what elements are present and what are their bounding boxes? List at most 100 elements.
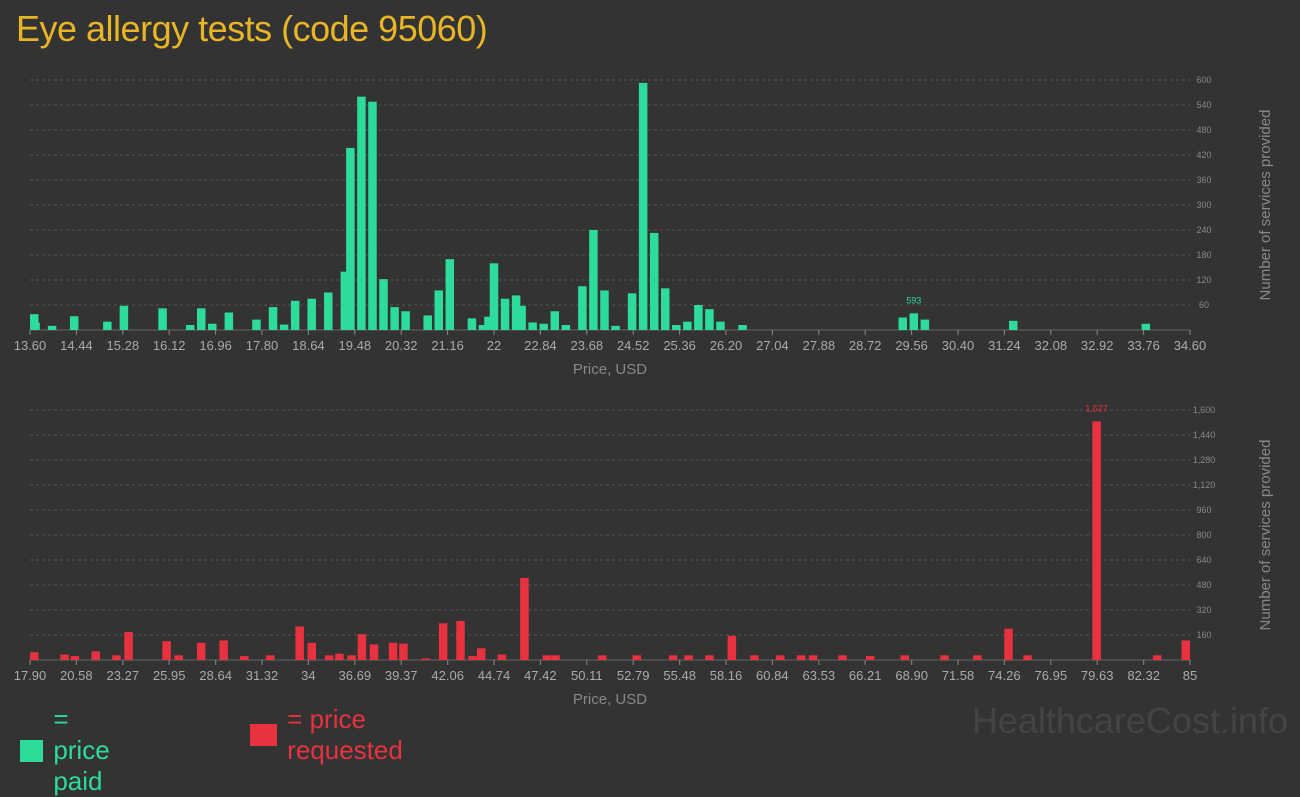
paid-bar: [185, 325, 195, 330]
req-x-tick-label: 36.69: [339, 668, 372, 683]
req-bar: [705, 655, 714, 660]
req-bar: [91, 651, 100, 660]
paid-bar: [324, 292, 333, 330]
req-x-tick-label: 66.21: [849, 668, 882, 683]
paid-bar: [268, 307, 278, 330]
paid-bar: [434, 290, 444, 330]
paid-bar: [307, 298, 316, 330]
req-bar: [1023, 655, 1032, 660]
req-bar: [30, 652, 39, 660]
req-x-tick-label: 60.84: [756, 668, 789, 683]
req-bar: [335, 653, 344, 660]
paid-x-tick-label: 29.56: [895, 338, 928, 353]
req-x-tick-label: 55.48: [663, 668, 696, 683]
paid-bar: [103, 321, 112, 330]
req-bar: [796, 655, 806, 660]
req-x-tick-label: 68.90: [895, 668, 928, 683]
paid-x-tick-label: 34.60: [1174, 338, 1207, 353]
paid-x-tick-label: 22.84: [524, 338, 557, 353]
paid-bar: [484, 316, 493, 330]
req-bar: [838, 655, 847, 660]
paid-y-tick-label: 240: [1196, 225, 1211, 235]
paid-x-tick-label: 31.24: [988, 338, 1021, 353]
req-y-tick-label: 960: [1196, 505, 1211, 515]
paid-bar: [467, 318, 477, 330]
req-bar: [124, 631, 133, 660]
paid-y-ticks: 60 120 180 240 300 360 420 480 540 600: [1196, 75, 1211, 310]
req-y-axis-title: Number of services provided: [1257, 440, 1274, 631]
paid-bar: [290, 300, 300, 330]
req-gridlines: [30, 409, 1190, 661]
req-bar: [551, 655, 560, 660]
paid-x-tick-label: 13.60: [14, 338, 47, 353]
paid-x-tick-label: 17.80: [246, 338, 279, 353]
req-bar: [668, 655, 678, 660]
paid-x-axis-title: Price, USD: [573, 361, 647, 378]
paid-x-tick-label: 24.52: [617, 338, 650, 353]
req-bar: [60, 654, 69, 660]
paid-bar: [119, 305, 129, 330]
paid-peak-label: 593: [906, 295, 921, 305]
paid-bar: [489, 263, 499, 330]
req-x-tick-label: 63.53: [803, 668, 836, 683]
paid-bar: [511, 295, 521, 330]
req-bar: [438, 623, 448, 660]
paid-x-tick-label: 21.16: [431, 338, 464, 353]
paid-bar: [390, 307, 399, 330]
paid-x-tick-label: 30.40: [942, 338, 975, 353]
paid-bar: [649, 232, 659, 330]
paid-bar: [252, 319, 261, 330]
paid-y-tick-label: 540: [1196, 100, 1211, 110]
req-y-tick-label: 480: [1196, 580, 1211, 590]
legend-swatch-requested: [250, 724, 278, 746]
legend-label-paid: = price paid: [53, 704, 110, 796]
req-bar: [1181, 640, 1190, 660]
paid-x-tick-label: 18.64: [292, 338, 325, 353]
req-x-tick-label: 42.06: [431, 668, 464, 683]
req-bar: [240, 656, 249, 660]
paid-bar: [340, 271, 350, 330]
paid-bar: [368, 101, 377, 330]
req-bar: [1004, 628, 1013, 660]
paid-bar: [69, 316, 79, 330]
req-bar: [727, 635, 737, 660]
req-bar: [900, 655, 910, 660]
req-bar: [865, 656, 875, 660]
paid-y-tick-label: 180: [1196, 250, 1211, 260]
paid-x-tick-label: 22: [487, 338, 501, 353]
paid-bar: [909, 313, 919, 330]
paid-bar: [357, 96, 366, 330]
req-y-tick-label: 1,280: [1193, 455, 1216, 465]
paid-x-tick-label: 16.96: [199, 338, 232, 353]
paid-x-tick-label: 27.88: [803, 338, 836, 353]
req-x-tick-label: 58.16: [710, 668, 743, 683]
paid-x-tick-label: 15.28: [107, 338, 140, 353]
req-bar: [476, 648, 486, 660]
paid-bar: [1141, 323, 1151, 330]
paid-x-tick-label: 32.08: [1035, 338, 1068, 353]
paid-bar: [705, 309, 714, 330]
req-bar: [324, 655, 334, 660]
paid-bar: [550, 311, 560, 330]
paid-y-tick-label: 360: [1196, 175, 1211, 185]
paid-bar: [158, 308, 167, 330]
req-x-tick-label: 50.11: [571, 668, 603, 683]
req-y-tick-label: 640: [1196, 555, 1211, 565]
legend-item-requested: = price requested: [250, 704, 418, 766]
paid-gridlines: [30, 79, 1190, 331]
paid-x-tick-label: 23.68: [571, 338, 604, 353]
paid-bar: [578, 286, 587, 330]
req-bar: [940, 655, 949, 660]
req-y-tick-label: 800: [1196, 530, 1211, 540]
req-bar: [456, 620, 465, 660]
paid-bar: [660, 288, 670, 330]
req-y-tick-label: 1,440: [1193, 430, 1216, 440]
req-bar: [174, 655, 183, 660]
paid-x-tick-label: 27.04: [756, 338, 789, 353]
req-bar: [1092, 421, 1101, 660]
paid-bar: [196, 308, 206, 330]
paid-bar: [1008, 320, 1018, 330]
req-bar: [497, 654, 507, 660]
req-x-ticks: 17.90 20.58 23.27 25.95 28.64 31.32 34 36.69 39.…: [14, 660, 1197, 683]
req-bar: [421, 658, 431, 660]
